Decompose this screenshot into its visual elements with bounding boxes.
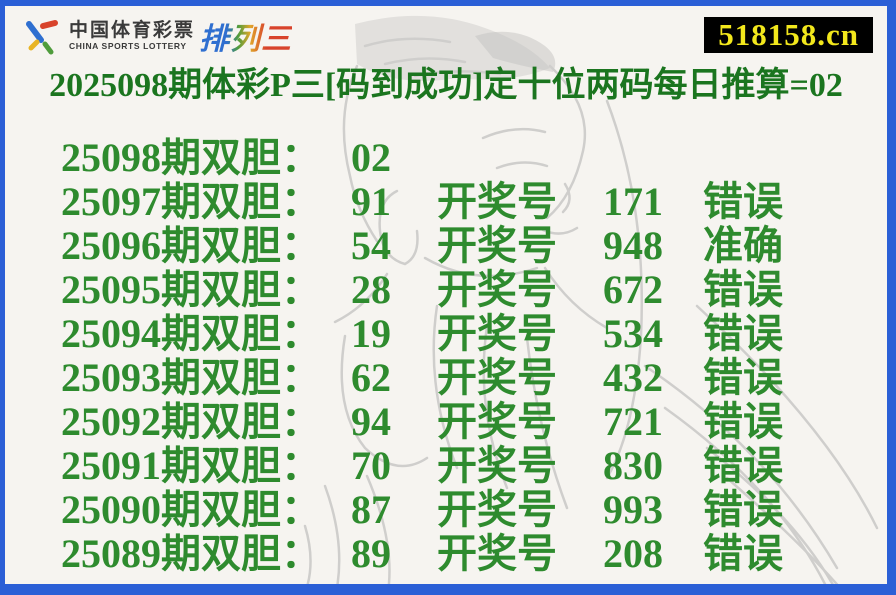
row-period: 25093期双胆：: [61, 355, 321, 400]
logo-brand-pailie3: 排列三: [199, 14, 292, 58]
prediction-row: 25096期双胆： 54 开奖号 948 准确: [61, 224, 887, 268]
row-verdict: 准确: [703, 223, 783, 268]
row-draw-label: 开奖号: [437, 531, 557, 576]
row-result: 672: [603, 267, 663, 312]
logo-text-en: CHINA SPORTS LOTTERY: [69, 41, 187, 51]
row-period: 25092期双胆：: [61, 399, 321, 444]
logo-text: 中国体育彩票 CHINA SPORTS LOTTERY: [69, 20, 196, 52]
page-title: 2025098期体彩P三[码到成功]定十位两码每日推算=02: [49, 67, 843, 104]
prediction-row: 25095期双胆： 28 开奖号 672 错误: [61, 268, 887, 312]
row-result: 534: [603, 311, 663, 356]
row-draw-label: 开奖号: [437, 443, 557, 488]
row-result: 993: [603, 487, 663, 532]
row-danma: 02: [351, 135, 391, 180]
row-result: 948: [603, 223, 663, 268]
row-period: 25091期双胆：: [61, 443, 321, 488]
prediction-row: 25089期双胆： 89 开奖号 208 错误: [61, 532, 887, 576]
row-verdict: 错误: [703, 267, 783, 312]
logo-text-cn: 中国体育彩票: [69, 20, 196, 41]
row-danma: 94: [351, 399, 391, 444]
prediction-row: 25093期双胆： 62 开奖号 432 错误: [61, 356, 887, 400]
row-danma: 62: [351, 355, 391, 400]
row-result: 432: [603, 355, 663, 400]
row-result: 208: [603, 531, 663, 576]
prediction-row: 25092期双胆： 94 开奖号 721 错误: [61, 400, 887, 444]
row-period: 25095期双胆：: [61, 267, 321, 312]
row-draw-label: 开奖号: [437, 399, 557, 444]
prediction-row: 25090期双胆： 87 开奖号 993 错误: [61, 488, 887, 532]
row-draw-label: 开奖号: [437, 355, 557, 400]
lottery-logo: 中国体育彩票 CHINA SPORTS LOTTERY 排列三: [21, 14, 292, 58]
row-danma: 89: [351, 531, 391, 576]
row-draw-label: 开奖号: [437, 311, 557, 356]
row-period: 25089期双胆：: [61, 531, 321, 576]
row-period: 25098期双胆：: [61, 135, 321, 180]
row-result: 830: [603, 443, 663, 488]
row-result: 721: [603, 399, 663, 444]
row-period: 25094期双胆：: [61, 311, 321, 356]
prediction-list: 25098期双胆： 02 25097期双胆： 91 开奖号 171 错误 250…: [5, 136, 887, 576]
row-danma: 28: [351, 267, 391, 312]
row-period: 25090期双胆：: [61, 487, 321, 532]
row-verdict: 错误: [703, 399, 783, 444]
row-period: 25096期双胆：: [61, 223, 321, 268]
row-danma: 19: [351, 311, 391, 356]
site-url-label[interactable]: 518158.cn: [704, 17, 873, 53]
row-verdict: 错误: [703, 179, 783, 224]
row-draw-label: 开奖号: [437, 223, 557, 268]
row-danma: 91: [351, 179, 391, 224]
row-danma: 87: [351, 487, 391, 532]
row-verdict: 错误: [703, 443, 783, 488]
row-draw-label: 开奖号: [437, 487, 557, 532]
row-period: 25097期双胆：: [61, 179, 321, 224]
row-verdict: 错误: [703, 355, 783, 400]
header: 中国体育彩票 CHINA SPORTS LOTTERY 排列三 518158.c…: [5, 6, 887, 58]
row-draw-label: 开奖号: [437, 267, 557, 312]
row-danma: 54: [351, 223, 391, 268]
row-draw-label: 开奖号: [437, 179, 557, 224]
prediction-row: 25098期双胆： 02: [61, 136, 887, 180]
row-danma: 70: [351, 443, 391, 488]
row-verdict: 错误: [703, 531, 783, 576]
prediction-row: 25094期双胆： 19 开奖号 534 错误: [61, 312, 887, 356]
sports-lottery-logo-icon: [26, 20, 58, 55]
row-verdict: 错误: [703, 311, 783, 356]
prediction-row: 25097期双胆： 91 开奖号 171 错误: [61, 180, 887, 224]
row-result: 171: [603, 179, 663, 224]
prediction-row: 25091期双胆： 70 开奖号 830 错误: [61, 444, 887, 488]
row-verdict: 错误: [703, 487, 783, 532]
